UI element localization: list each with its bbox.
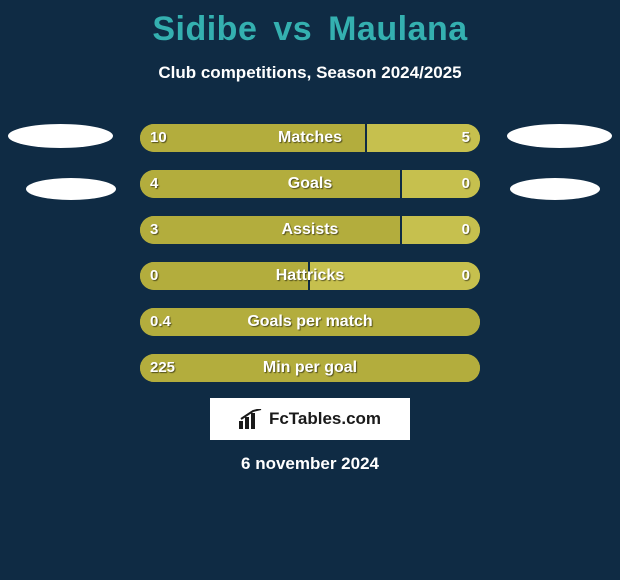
stat-row: Goals per match0.4 [0,308,620,336]
stat-value-right: 5 [462,124,470,152]
stat-label: Min per goal [140,354,480,382]
logo-text: FcTables.com [269,409,381,429]
stat-rows: Matches105Goals40Assists30Hattricks00Goa… [0,124,620,400]
stat-label: Assists [140,216,480,244]
date-label: 6 november 2024 [0,454,620,474]
stat-label: Goals [140,170,480,198]
stat-row: Assists3 0 [0,216,620,244]
stat-row: Goals4 0 [0,170,620,198]
fctables-logo: FcTables.com [210,398,410,440]
stat-value-right: 0 [462,262,470,290]
stat-row: Hattricks0 0 [0,262,620,290]
subtitle: Club competitions, Season 2024/2025 [0,63,620,83]
stat-value-right: 0 [462,170,470,198]
stat-label: Hattricks [140,262,480,290]
stat-row: Min per goal225 [0,354,620,382]
chart-icon [239,409,263,429]
stat-value-left: 0.4 [150,308,171,336]
stat-value-left: 4 [150,170,158,198]
stat-label: Goals per match [140,308,480,336]
player1-name: Sidibe [152,10,257,48]
stat-value-right: 0 [462,216,470,244]
stat-label: Matches [140,124,480,152]
stat-value-left: 3 [150,216,158,244]
player2-name: Maulana [328,10,468,48]
stat-value-left: 0 [150,262,158,290]
comparison-infographic: Sidibe vs Maulana Club competitions, Sea… [0,0,620,580]
stat-row: Matches10 5 [0,124,620,152]
stat-value-left: 225 [150,354,175,382]
stat-value-left: 10 [150,124,167,152]
vs-label: vs [273,10,312,48]
page-title: Sidibe vs Maulana [0,0,620,49]
